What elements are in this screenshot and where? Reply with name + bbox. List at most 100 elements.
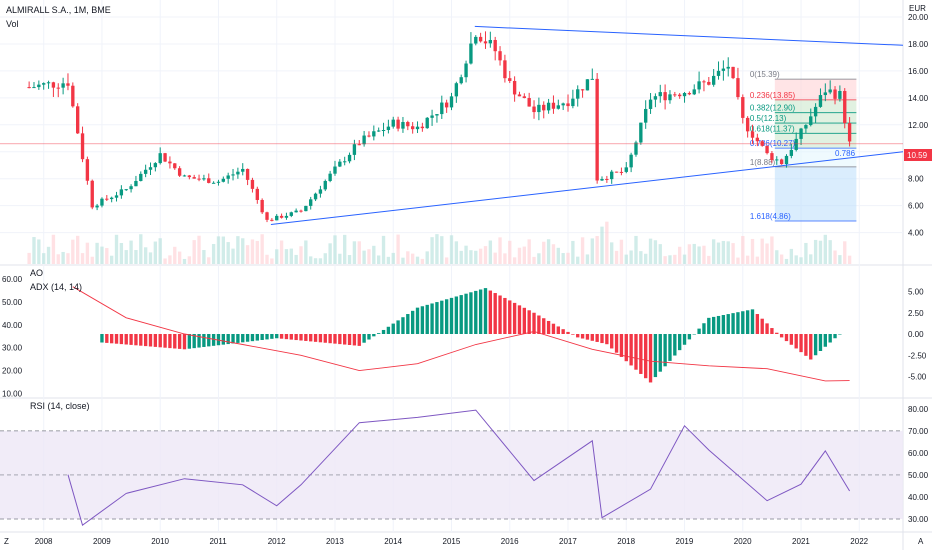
ao-bar xyxy=(770,328,774,334)
rsi-axis-label: 70.00 xyxy=(908,427,929,436)
volume-bar xyxy=(576,256,580,264)
candle-body xyxy=(202,178,206,180)
volume-bar xyxy=(333,235,337,264)
ao-bar xyxy=(537,315,541,334)
candle-body xyxy=(755,137,760,142)
volume-bar xyxy=(697,246,701,264)
ao-bar xyxy=(440,300,444,334)
candle-body xyxy=(343,161,347,163)
candle-body xyxy=(833,89,837,99)
ao-bar xyxy=(143,334,148,347)
candle-body xyxy=(508,78,512,81)
candle-body xyxy=(105,198,109,200)
candle-body xyxy=(823,92,827,96)
volume-bar xyxy=(401,257,405,264)
volume-bar xyxy=(124,250,128,264)
volume-bar xyxy=(284,249,289,264)
rsi-axis-label: 60.00 xyxy=(908,449,929,458)
volume-bar xyxy=(415,256,420,264)
price-tick-label: 4.00 xyxy=(908,229,924,238)
lower-trendline[interactable] xyxy=(270,151,904,226)
candle-body xyxy=(789,149,794,156)
volume-bar xyxy=(275,249,279,264)
volume-bar xyxy=(148,252,153,264)
volume-bar xyxy=(775,250,779,264)
upper-trendline[interactable] xyxy=(474,25,904,46)
candle-body xyxy=(644,108,648,123)
ao-axis-label: -5.00 xyxy=(908,373,927,382)
candle-body xyxy=(119,189,124,196)
volume-bar xyxy=(377,255,381,264)
volume-bar xyxy=(551,244,556,264)
ao-bar xyxy=(653,334,658,378)
volume-bar xyxy=(847,255,852,264)
trendline-label: 0.786 xyxy=(835,149,856,158)
candle-body xyxy=(517,94,522,97)
candle-body xyxy=(444,102,449,108)
x-tick-label: 2010 xyxy=(151,537,169,546)
ao-bar xyxy=(226,334,230,345)
ao-bar xyxy=(309,334,313,342)
adx-line[interactable] xyxy=(72,286,850,382)
ao-bar xyxy=(377,333,381,334)
x-tick-label: 2014 xyxy=(384,537,402,546)
ao-bar xyxy=(304,334,308,341)
candle-body xyxy=(289,212,293,216)
volume-bar xyxy=(168,255,172,264)
ao-bar xyxy=(619,334,624,357)
volume-bar xyxy=(56,254,60,264)
ao-bar xyxy=(571,334,575,335)
volume-bar xyxy=(508,240,512,264)
volume-bar xyxy=(736,257,740,264)
fib-retracement[interactable]: 0(15.39) 0.236(13.85) 0.382(12.90)0.5(12.1… xyxy=(750,70,857,222)
volume-bar xyxy=(750,238,755,264)
rsi-title: RSI (14, close) xyxy=(30,401,90,411)
volume-bar xyxy=(95,242,99,264)
candle-body xyxy=(726,66,730,69)
adx-axis-label: 40.00 xyxy=(2,321,23,330)
volume-bar xyxy=(46,246,51,264)
candle-body xyxy=(124,189,128,191)
candle-body xyxy=(770,153,774,161)
ao-histogram[interactable] xyxy=(100,288,842,383)
volume-bar xyxy=(663,256,667,264)
candle-body xyxy=(352,144,357,155)
candle-body xyxy=(377,130,381,132)
ao-bar xyxy=(333,334,337,344)
volume-bar xyxy=(80,253,85,264)
volume-bar xyxy=(464,245,468,264)
ao-bar xyxy=(139,334,143,346)
volume-bar xyxy=(226,242,230,264)
volume-bar xyxy=(381,235,386,264)
candle-body xyxy=(231,174,235,176)
candle-body xyxy=(532,106,536,113)
candle-body xyxy=(27,87,31,89)
candle-body xyxy=(614,171,619,173)
volume-bar xyxy=(488,240,493,264)
ao-bar xyxy=(207,334,211,347)
ao-bar xyxy=(610,334,614,349)
x-tick-label: 2017 xyxy=(559,537,577,546)
volume-bar xyxy=(595,236,599,264)
ao-bar xyxy=(420,306,425,334)
symbol-title: ALMIRALL S.A., 1M, BME xyxy=(6,5,111,15)
candle-body xyxy=(386,126,391,130)
trendlines[interactable]: 0.786 xyxy=(270,25,904,226)
timezone-label[interactable]: Z xyxy=(4,537,9,546)
ao-bar xyxy=(265,334,269,340)
currency-switch-label[interactable]: A xyxy=(918,537,924,546)
volume-bar xyxy=(61,251,65,264)
adx-series-line[interactable] xyxy=(72,286,850,382)
volume-bar xyxy=(799,257,803,264)
candle-body xyxy=(187,175,192,178)
ao-bar xyxy=(755,314,760,334)
candle-body xyxy=(843,90,847,124)
rsi-panel-lines[interactable] xyxy=(0,409,903,527)
candles[interactable] xyxy=(0,31,903,223)
volume-bar xyxy=(726,241,730,264)
volume-bar xyxy=(328,243,332,264)
rsi-series-line[interactable] xyxy=(67,409,851,527)
adx-axis-label: 20.00 xyxy=(2,367,23,376)
